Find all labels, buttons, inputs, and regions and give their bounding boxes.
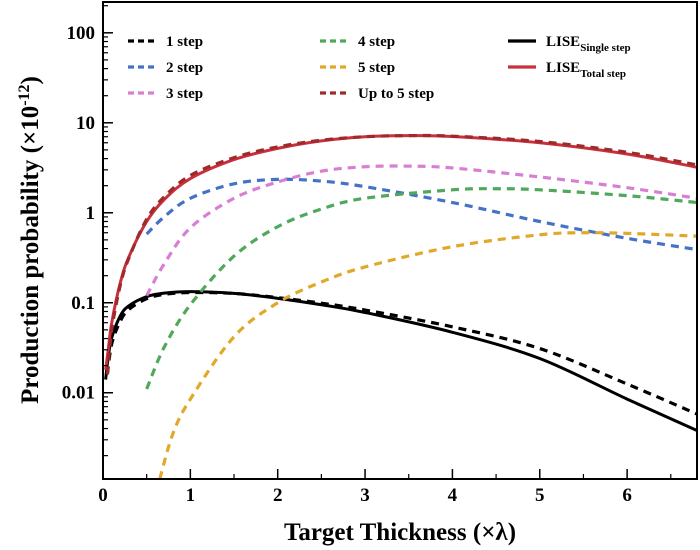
plot-series-layer — [104, 133, 697, 479]
x-tick-label: 6 — [622, 485, 632, 506]
x-tick-label: 2 — [273, 485, 283, 506]
legend: 1 step 2 step 3 step 4 step 5 step Up to 5 st… — [128, 34, 631, 102]
y-tick-label: 10 — [76, 113, 95, 134]
x-tick-label: 3 — [360, 485, 370, 506]
series-line-2-step — [145, 177, 697, 252]
series-line-lise-single-step — [104, 290, 697, 432]
plot-frame — [102, 1, 698, 480]
x-axis: 0 1 2 3 4 5 6 — [98, 469, 672, 506]
x-axis-title: Target Thickness (×λ) — [284, 519, 516, 546]
legend-label: 5 step — [358, 60, 395, 76]
legend-label: LISETotal step — [546, 60, 626, 80]
series-line-3-step — [145, 164, 697, 297]
legend-label: 1 step — [166, 34, 203, 50]
series-line-4-step — [145, 187, 697, 390]
series-line-up-to-5-step — [105, 133, 697, 375]
legend-label: 2 step — [166, 60, 203, 76]
y-tick-label: 1 — [86, 203, 96, 224]
y-axis-title-main: Production probability (×10 — [17, 106, 44, 404]
y-axis-title-exponent: -12 — [16, 84, 33, 105]
y-axis-title: Production probability (×10-12) — [16, 76, 44, 404]
series-line-1-step — [105, 290, 697, 416]
x-tick-label: 1 — [186, 485, 196, 506]
y-tick-label: 0.1 — [71, 293, 95, 314]
legend-label: LISESingle step — [546, 34, 631, 54]
series-line-5-step — [158, 231, 697, 479]
y-axis: 0.01 0.1 1 10 100 — [62, 5, 113, 457]
legend-label: 3 step — [166, 86, 203, 102]
legend-label: 4 step — [358, 34, 395, 50]
legend-label: Up to 5 step — [358, 86, 434, 102]
x-tick-label: 5 — [535, 485, 545, 506]
series-line-lise-total-step — [104, 134, 697, 370]
y-tick-label: 100 — [67, 23, 96, 44]
y-tick-label: 0.01 — [62, 383, 95, 404]
x-tick-label: 0 — [98, 485, 108, 506]
x-tick-label: 4 — [448, 485, 458, 506]
y-axis-title-close: ) — [17, 76, 44, 84]
